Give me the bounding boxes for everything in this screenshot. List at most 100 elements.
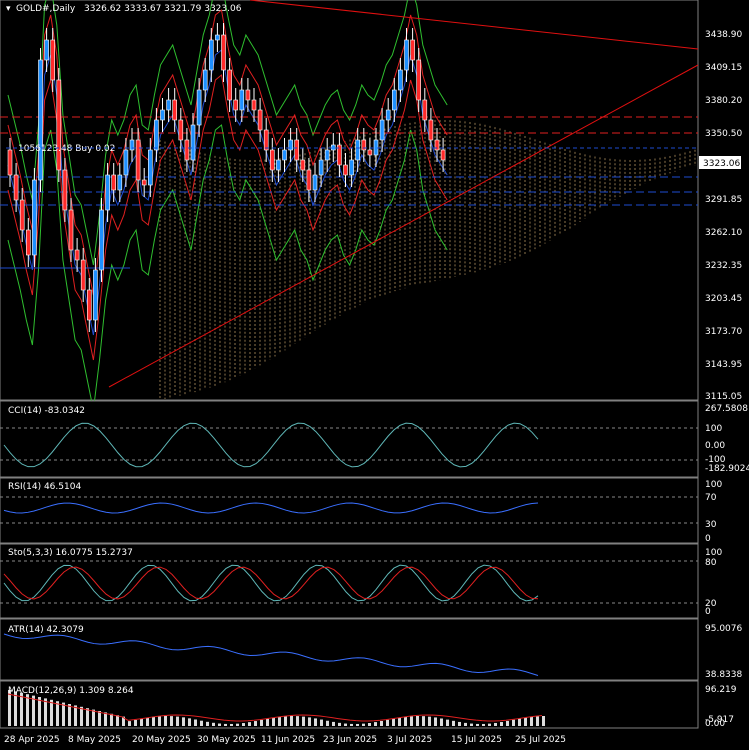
candle <box>32 168 37 267</box>
rsi-line <box>3 502 539 514</box>
macd-bar <box>440 718 443 726</box>
candle <box>440 138 446 172</box>
date-label: 11 Jun 2025 <box>261 735 315 745</box>
candle <box>190 113 196 172</box>
sto-level: 0 <box>705 607 711 617</box>
atr-level: 95.0076 <box>705 624 742 634</box>
candle <box>221 23 226 82</box>
macd-histogram <box>8 690 545 726</box>
macd-bar <box>428 716 431 726</box>
candle <box>324 138 330 172</box>
cci-level: -182.9024 <box>705 464 749 474</box>
position-label[interactable]: 1056123.48 Buy 0.02 <box>18 144 115 154</box>
rsi-panel[interactable] <box>0 477 699 544</box>
macd-bar <box>164 716 167 726</box>
candle <box>56 68 62 182</box>
chart-symbol: GOLD#,Daily <box>16 4 76 14</box>
macd-bar <box>536 716 539 726</box>
date-label: 3 Jul 2025 <box>387 735 432 745</box>
candle <box>410 28 415 72</box>
cci-panel[interactable] <box>0 400 699 478</box>
chart-ohlc: 3326.62 3333.67 3321.79 3323.06 <box>84 4 242 14</box>
macd-bar <box>14 691 17 726</box>
macd-bar <box>128 721 131 726</box>
candle <box>154 108 159 162</box>
candle <box>129 128 135 162</box>
cci-level: -100 <box>705 455 726 465</box>
price-label: 3143.95 <box>705 360 742 370</box>
candle <box>257 98 263 142</box>
candle <box>239 78 245 122</box>
rsi-level: 0 <box>705 534 711 544</box>
date-label: 25 Jul 2025 <box>515 735 566 745</box>
macd-bar <box>146 717 149 726</box>
candle <box>99 198 104 282</box>
candle <box>398 58 403 102</box>
candle <box>141 168 147 197</box>
candle <box>251 88 257 122</box>
macd-bar <box>170 716 173 726</box>
sto-level: 20 <box>705 599 717 609</box>
macd-bar <box>98 711 101 726</box>
macd-bar <box>422 716 425 726</box>
macd-bar <box>134 719 137 726</box>
price-label: 3232.35 <box>705 261 742 271</box>
atr-title: ATR(14) 42.3079 <box>8 625 84 635</box>
macd-bar <box>518 718 521 726</box>
current-price-label: 3323.06 <box>703 159 740 169</box>
macd-bar <box>248 722 251 726</box>
macd-bar <box>116 715 119 726</box>
candle <box>385 98 391 132</box>
ascending-trendline[interactable] <box>108 64 699 388</box>
macd-bar <box>50 699 53 726</box>
rsi-title: RSI(14) 46.5104 <box>8 482 81 492</box>
current-price-tag <box>699 156 741 169</box>
candle <box>74 238 80 272</box>
candle <box>19 188 25 242</box>
candle <box>148 138 153 197</box>
candle <box>306 158 312 202</box>
atr-panel[interactable] <box>0 618 699 681</box>
candle <box>50 28 56 92</box>
date-label: 28 Apr 2025 <box>4 735 60 745</box>
macd-bar <box>350 723 353 726</box>
macd-bar <box>398 717 401 726</box>
candle <box>428 108 434 152</box>
trendlines <box>108 0 699 388</box>
macd-bar <box>542 716 545 726</box>
macd-bar <box>176 716 179 726</box>
descending-trendline[interactable] <box>249 0 699 50</box>
macd-bar <box>20 692 23 726</box>
candle <box>123 138 129 187</box>
candle <box>87 278 92 332</box>
stochastic-panel[interactable] <box>0 543 699 619</box>
rsi-level: 100 <box>705 480 722 490</box>
macd-bar <box>212 722 215 726</box>
macd-bar <box>26 694 29 726</box>
macd-bar <box>56 701 59 726</box>
macd-bar <box>182 717 185 726</box>
macd-bar <box>470 723 473 726</box>
macd-signal-line <box>7 693 543 722</box>
candlesticks <box>7 23 446 332</box>
candle <box>178 108 184 152</box>
candle <box>276 148 281 182</box>
macd-bar <box>110 713 113 726</box>
macd-bar <box>206 721 209 726</box>
macd-bar <box>8 690 11 726</box>
candle <box>68 198 74 262</box>
macd-bar <box>158 716 161 726</box>
candle <box>13 163 19 212</box>
macd-bar <box>86 708 89 726</box>
macd-bar <box>482 723 485 726</box>
main-chart-panel[interactable] <box>0 0 699 401</box>
cci-level: 100 <box>705 424 722 434</box>
stochastic-signal-line <box>3 566 539 600</box>
price-label: 3380.20 <box>705 96 742 106</box>
chart-symbol-arrow: ▾ <box>6 4 11 14</box>
macd-bar <box>188 718 191 726</box>
macd-level: -5.917 <box>705 715 734 725</box>
date-label: 23 Jun 2025 <box>323 735 377 745</box>
price-label: 3173.70 <box>705 327 742 337</box>
